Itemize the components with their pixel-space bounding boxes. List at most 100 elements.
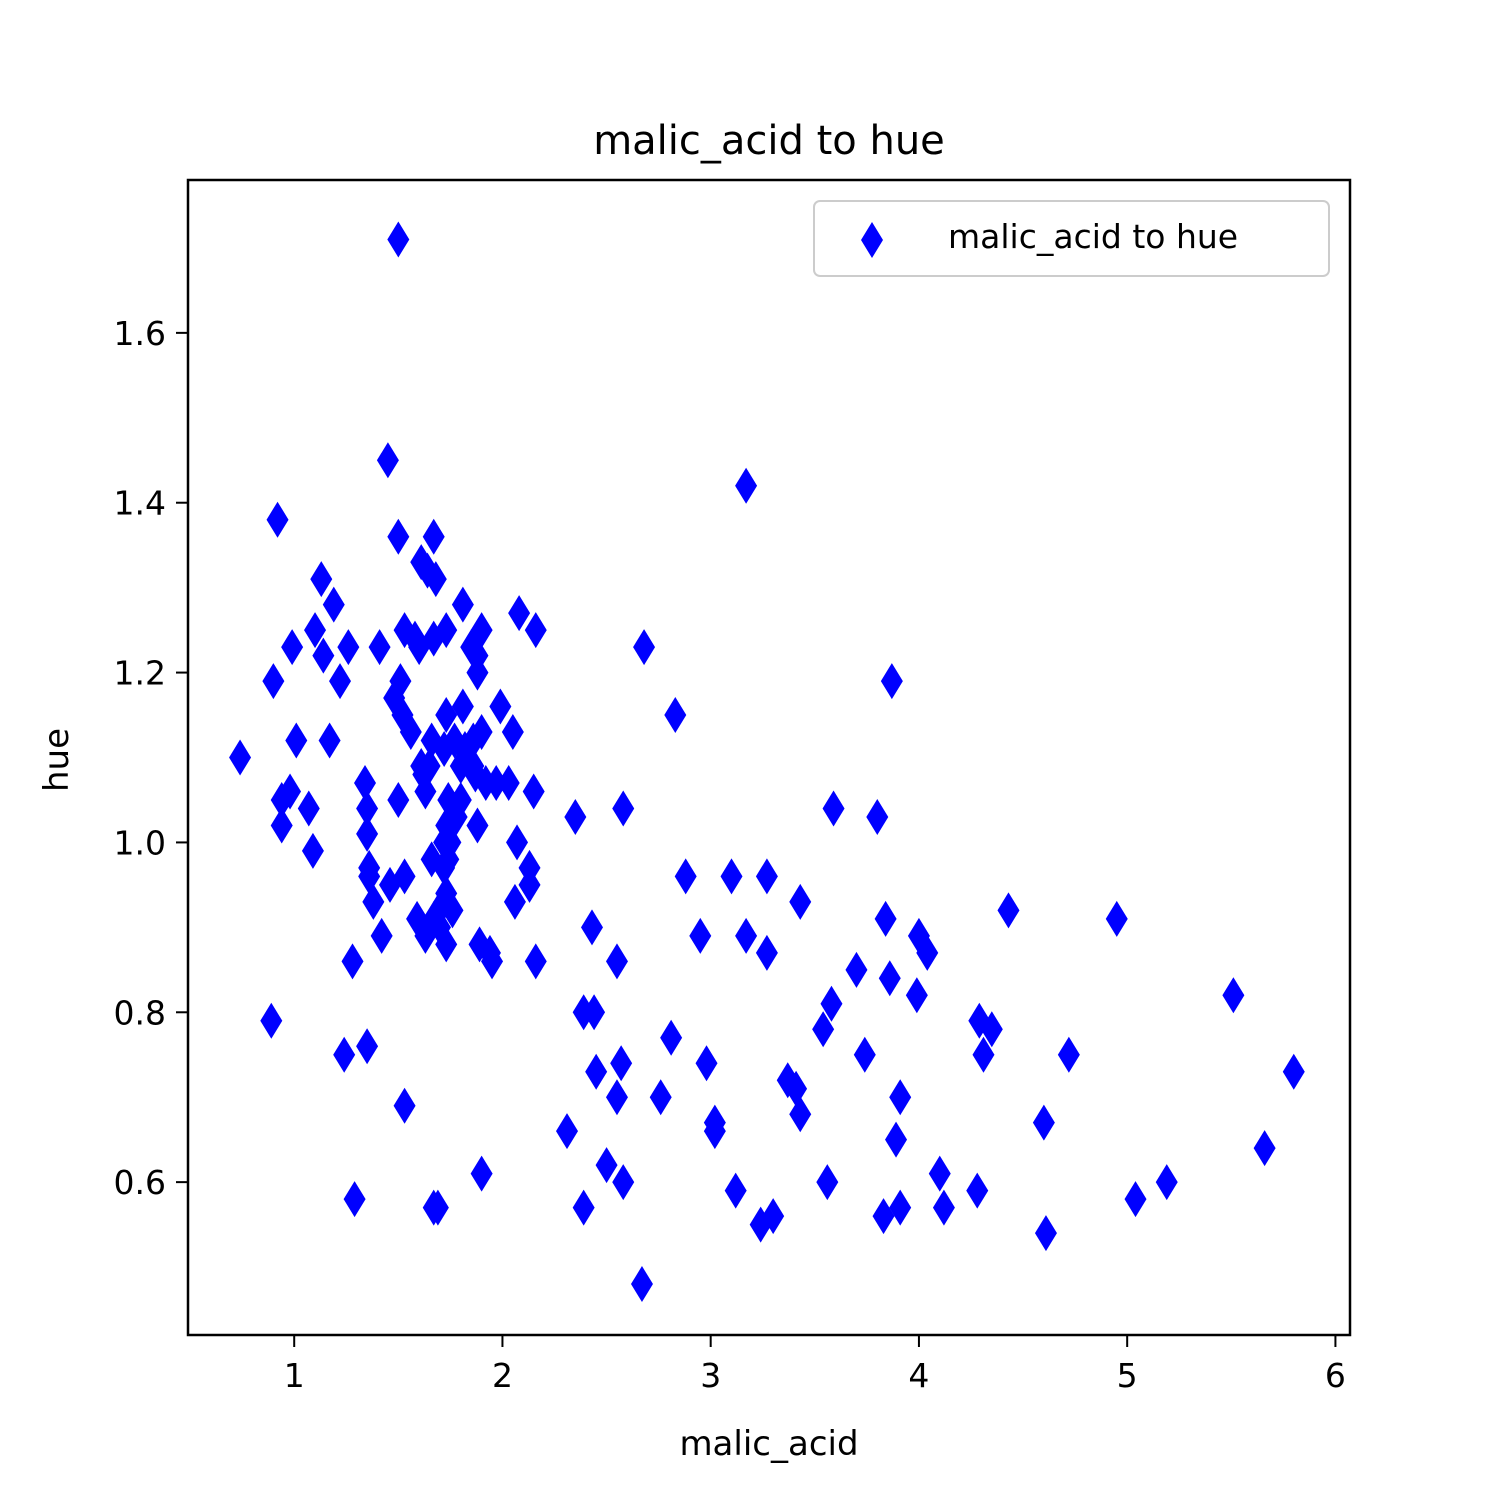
data-point bbox=[724, 1172, 747, 1209]
data-point bbox=[524, 943, 547, 980]
data-point bbox=[399, 714, 422, 751]
data-point bbox=[612, 1164, 635, 1201]
data-point bbox=[266, 501, 289, 538]
data-point bbox=[889, 1079, 912, 1116]
data-point bbox=[968, 1002, 991, 1039]
data-point bbox=[916, 934, 939, 971]
y-tick-label: 1.6 bbox=[114, 314, 166, 353]
data-point bbox=[387, 221, 410, 258]
data-point bbox=[354, 764, 377, 801]
data-point bbox=[822, 790, 845, 827]
data-point bbox=[674, 858, 697, 895]
data-point bbox=[341, 943, 364, 980]
data-point bbox=[564, 798, 587, 835]
data-point bbox=[905, 977, 928, 1014]
data-point bbox=[497, 764, 520, 801]
x-tick-label: 2 bbox=[492, 1356, 513, 1395]
data-point bbox=[660, 1019, 683, 1056]
data-point bbox=[585, 1053, 608, 1090]
data-point bbox=[583, 994, 606, 1031]
data-point bbox=[333, 1036, 356, 1073]
data-point bbox=[501, 714, 524, 751]
data-point bbox=[980, 1011, 1003, 1048]
data-point bbox=[1032, 1104, 1055, 1141]
chart-title: malic_acid to hue bbox=[593, 118, 945, 164]
data-point bbox=[489, 688, 512, 725]
data-point bbox=[812, 1011, 835, 1048]
legend-label: malic_acid to hue bbox=[948, 217, 1238, 256]
x-tick-label: 1 bbox=[284, 1356, 305, 1395]
data-point bbox=[1124, 1181, 1147, 1218]
data-point bbox=[262, 663, 285, 700]
data-point bbox=[270, 807, 293, 844]
data-point bbox=[1155, 1164, 1178, 1201]
data-point bbox=[312, 637, 335, 674]
data-point bbox=[451, 586, 474, 623]
data-point bbox=[755, 934, 778, 971]
data-point bbox=[337, 629, 360, 666]
data-point bbox=[820, 985, 843, 1022]
data-point bbox=[735, 467, 758, 504]
data-point bbox=[595, 1147, 618, 1184]
data-point bbox=[506, 824, 529, 861]
data-point bbox=[376, 442, 399, 479]
data-point bbox=[481, 943, 504, 980]
data-point bbox=[451, 688, 474, 725]
data-point bbox=[466, 807, 489, 844]
data-point bbox=[426, 1189, 449, 1226]
y-axis-ticks: 0.6 0.8 1.0 1.2 1.4 1.6 bbox=[114, 314, 188, 1202]
data-point bbox=[1282, 1053, 1305, 1090]
data-point bbox=[524, 612, 547, 649]
data-point bbox=[414, 773, 437, 810]
data-point bbox=[695, 1045, 718, 1082]
data-point bbox=[387, 518, 410, 555]
y-axis-label: hue bbox=[37, 728, 77, 792]
data-point bbox=[972, 1036, 995, 1073]
data-point bbox=[318, 722, 341, 759]
data-point bbox=[301, 832, 324, 869]
x-tick-label: 4 bbox=[908, 1356, 929, 1395]
data-point bbox=[387, 781, 410, 818]
data-point bbox=[322, 586, 345, 623]
data-point bbox=[470, 1155, 493, 1192]
data-point bbox=[572, 1189, 595, 1226]
legend-marker bbox=[861, 222, 883, 258]
y-tick-label: 0.6 bbox=[114, 1163, 166, 1202]
data-point bbox=[872, 1198, 895, 1235]
data-point bbox=[433, 731, 456, 768]
data-point bbox=[297, 790, 320, 827]
data-point bbox=[329, 663, 352, 700]
data-point bbox=[789, 1096, 812, 1133]
data-point bbox=[310, 561, 333, 598]
data-point bbox=[755, 858, 778, 895]
data-point bbox=[932, 1189, 955, 1226]
plot-frame bbox=[186, 178, 1352, 1337]
data-point bbox=[1057, 1036, 1080, 1073]
scatter-points bbox=[229, 221, 1305, 1303]
data-point bbox=[1253, 1130, 1276, 1167]
data-point bbox=[703, 1113, 726, 1150]
data-point bbox=[720, 858, 743, 895]
data-point bbox=[785, 1070, 808, 1107]
data-point bbox=[874, 900, 897, 937]
data-point bbox=[435, 926, 458, 963]
y-tick-label: 1.2 bbox=[114, 654, 166, 693]
data-point bbox=[422, 518, 445, 555]
data-point bbox=[414, 917, 437, 954]
data-point bbox=[866, 798, 889, 835]
data-point bbox=[789, 883, 812, 920]
data-point bbox=[580, 909, 603, 946]
data-point bbox=[433, 849, 456, 886]
x-tick-label: 3 bbox=[700, 1356, 721, 1395]
y-tick-label: 1.4 bbox=[114, 484, 166, 523]
x-axis-ticks: 1 2 3 4 5 6 bbox=[284, 1335, 1346, 1395]
data-point bbox=[878, 960, 901, 997]
data-point bbox=[343, 1181, 366, 1218]
data-point bbox=[664, 697, 687, 734]
data-point bbox=[518, 866, 541, 903]
y-tick-label: 1.0 bbox=[114, 823, 166, 862]
data-point bbox=[605, 1079, 628, 1116]
data-point bbox=[605, 943, 628, 980]
data-point bbox=[356, 790, 379, 827]
